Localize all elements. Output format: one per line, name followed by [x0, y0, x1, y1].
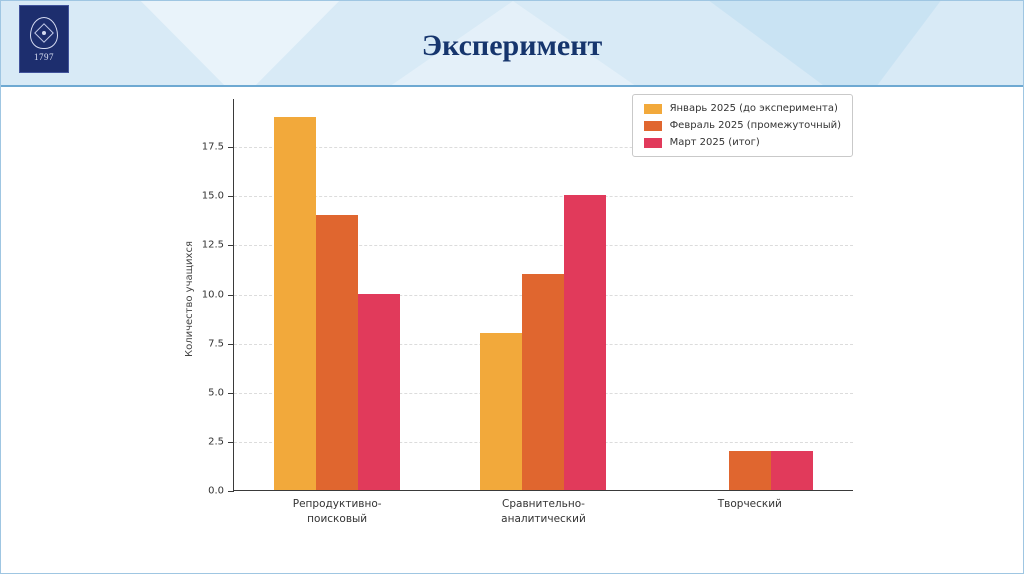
bar-group: [274, 116, 401, 490]
bar: [316, 214, 359, 490]
y-tick-mark: [228, 294, 234, 296]
x-category-label: Репродуктивно- поисковый: [292, 498, 382, 525]
x-category-label: Сравнительно- аналитический: [501, 498, 586, 525]
y-tick-mark: [228, 147, 234, 149]
legend-swatch: [643, 103, 662, 114]
gridline: [234, 196, 853, 198]
y-tick-label: 10.0: [201, 289, 224, 300]
gridline: [234, 147, 853, 149]
y-tick-mark: [228, 343, 234, 345]
university-emblem-icon: [30, 16, 58, 49]
bar-group: [687, 450, 813, 490]
y-tick-label: 0.0: [208, 485, 224, 497]
legend-swatch: [643, 137, 662, 148]
legend-label: Март 2025 (итог): [669, 137, 760, 148]
bar: [274, 116, 317, 490]
y-tick-label: 17.5: [201, 141, 224, 153]
legend-item: Февраль 2025 (промежуточный): [643, 120, 841, 131]
legend-item: Январь 2025 (до эксперимента): [643, 103, 841, 114]
plot-area: Январь 2025 (до эксперимента) Февраль 202…: [202, 94, 853, 525]
bar-groups: [234, 99, 853, 490]
x-category-label: Творческий: [717, 498, 782, 510]
y-tick-mark: [228, 392, 234, 394]
y-axis-label: Количество учащихся: [184, 241, 195, 357]
bar: [564, 195, 607, 490]
bar: [480, 332, 523, 490]
logo-year: 1797: [34, 51, 54, 62]
y-tick-label: 7.5: [208, 338, 224, 350]
slide-header: 1797 Эксперимент: [1, 1, 1023, 87]
bar: [728, 450, 771, 490]
gridline: [234, 245, 853, 247]
slide-title: Эксперимент: [421, 29, 603, 62]
legend-item: Март 2025 (итог): [643, 137, 841, 148]
y-tick-mark: [228, 441, 234, 443]
legend-label: Январь 2025 (до эксперимента): [669, 103, 838, 114]
bar-group: [480, 195, 607, 490]
x-labels: Репродуктивно- поисковый Сравнительно- ан…: [234, 497, 853, 526]
y-tick-label: 5.0: [208, 387, 224, 399]
bar: [358, 293, 401, 490]
y-tick-label: 2.5: [208, 436, 224, 448]
y-tick-mark: [228, 491, 234, 492]
y-tick-mark: [228, 196, 234, 198]
university-logo: 1797: [19, 5, 69, 73]
chart-legend: Январь 2025 (до эксперимента) Февраль 202…: [631, 94, 853, 157]
bar: [770, 450, 813, 490]
legend-swatch: [643, 120, 662, 131]
y-tick-label: 15.0: [201, 190, 224, 202]
legend-label: Февраль 2025 (промежуточный): [669, 120, 841, 131]
bar-chart: Количество учащихся Январь 2025 (до эксп…: [179, 89, 879, 559]
y-tick-mark: [228, 245, 234, 247]
bar: [522, 273, 565, 490]
y-tick-label: 12.5: [201, 239, 224, 251]
